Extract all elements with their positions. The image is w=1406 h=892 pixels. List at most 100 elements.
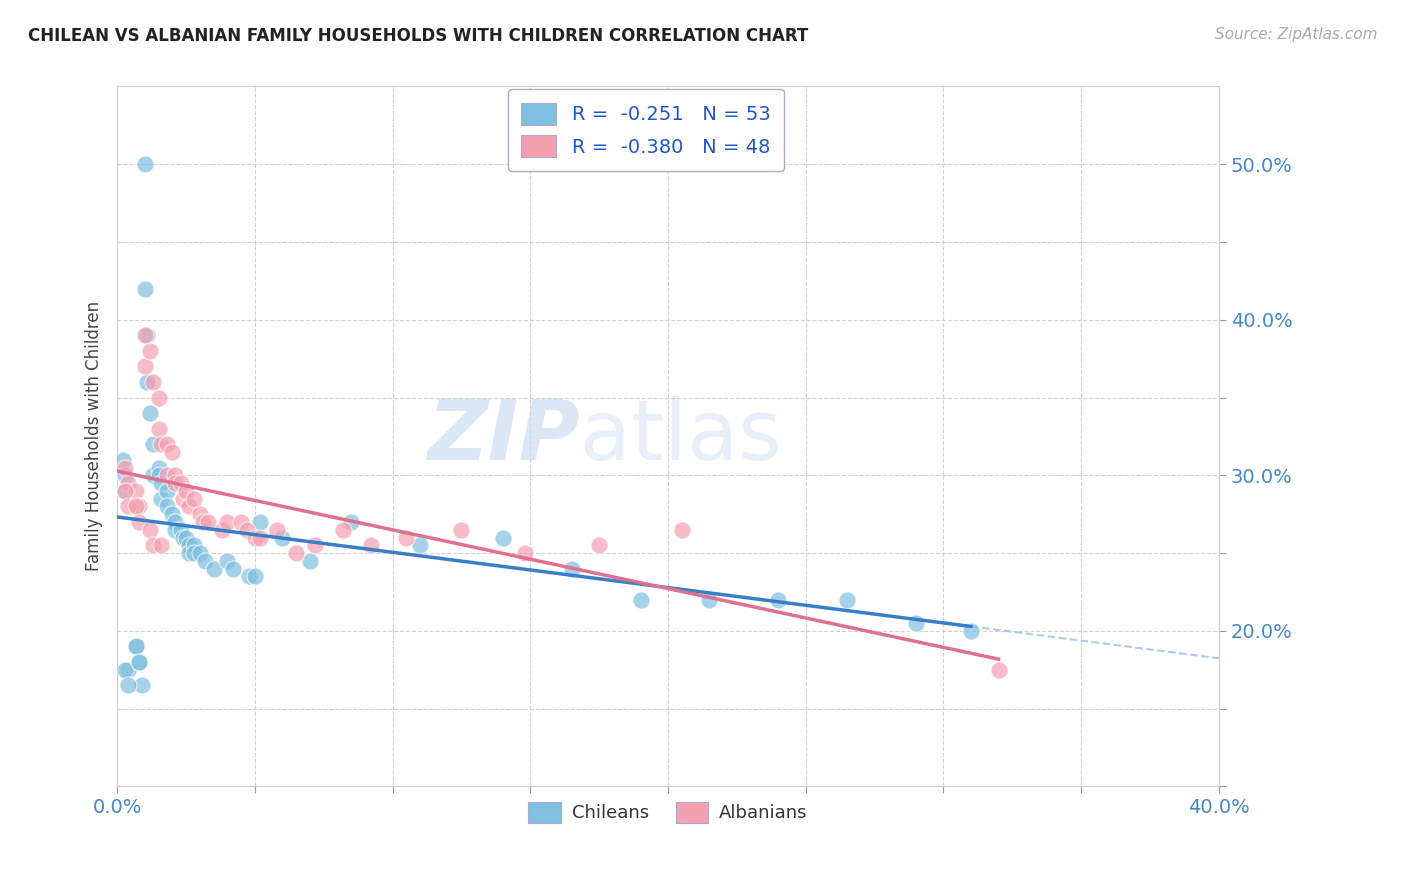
Point	[128, 515, 150, 529]
Point	[125, 640, 148, 654]
Point	[150, 476, 173, 491]
Point	[134, 157, 156, 171]
Point	[561, 562, 583, 576]
Point	[117, 476, 139, 491]
Point	[162, 445, 184, 459]
Point	[217, 554, 239, 568]
Point	[243, 531, 266, 545]
Point	[136, 375, 159, 389]
Point	[340, 515, 363, 529]
Point	[114, 483, 136, 498]
Point	[128, 655, 150, 669]
Point	[142, 375, 165, 389]
Point	[156, 483, 179, 498]
Text: atlas: atlas	[579, 396, 782, 477]
Point	[117, 678, 139, 692]
Point	[156, 437, 179, 451]
Point	[588, 538, 610, 552]
Point	[766, 592, 789, 607]
Point	[249, 531, 271, 545]
Point	[162, 507, 184, 521]
Point	[183, 546, 205, 560]
Point	[169, 523, 191, 537]
Text: ZIP: ZIP	[427, 396, 579, 477]
Point	[243, 569, 266, 583]
Point	[197, 515, 219, 529]
Point	[332, 523, 354, 537]
Point	[169, 476, 191, 491]
Point	[177, 500, 200, 514]
Point	[134, 328, 156, 343]
Point	[163, 515, 186, 529]
Point	[172, 491, 194, 506]
Point	[298, 554, 321, 568]
Point	[134, 359, 156, 374]
Point	[835, 592, 858, 607]
Point	[188, 546, 211, 560]
Point	[150, 538, 173, 552]
Point	[177, 546, 200, 560]
Point	[117, 663, 139, 677]
Point	[231, 515, 253, 529]
Point	[128, 655, 150, 669]
Point	[117, 500, 139, 514]
Point	[513, 546, 536, 560]
Point	[987, 663, 1010, 677]
Point	[163, 468, 186, 483]
Point	[125, 500, 148, 514]
Point	[492, 531, 515, 545]
Point	[136, 328, 159, 343]
Point	[174, 483, 197, 498]
Point	[150, 491, 173, 506]
Point	[114, 460, 136, 475]
Point	[148, 460, 170, 475]
Point	[671, 523, 693, 537]
Point	[156, 500, 179, 514]
Point	[134, 282, 156, 296]
Point	[111, 452, 134, 467]
Point	[395, 531, 418, 545]
Point	[125, 640, 148, 654]
Point	[114, 483, 136, 498]
Text: Source: ZipAtlas.com: Source: ZipAtlas.com	[1215, 27, 1378, 42]
Point	[142, 437, 165, 451]
Point	[183, 538, 205, 552]
Point	[235, 523, 257, 537]
Point	[139, 406, 162, 420]
Point	[163, 523, 186, 537]
Point	[148, 468, 170, 483]
Point	[163, 476, 186, 491]
Point	[266, 523, 288, 537]
Point	[217, 515, 239, 529]
Text: CHILEAN VS ALBANIAN FAMILY HOUSEHOLDS WITH CHILDREN CORRELATION CHART: CHILEAN VS ALBANIAN FAMILY HOUSEHOLDS WI…	[28, 27, 808, 45]
Point	[630, 592, 652, 607]
Point	[172, 531, 194, 545]
Point	[114, 468, 136, 483]
Point	[139, 523, 162, 537]
Point	[450, 523, 472, 537]
Point	[177, 538, 200, 552]
Point	[128, 500, 150, 514]
Legend: Chileans, Albanians: Chileans, Albanians	[517, 791, 818, 833]
Point	[188, 507, 211, 521]
Point	[304, 538, 326, 552]
Point	[131, 678, 153, 692]
Point	[191, 515, 214, 529]
Point	[148, 422, 170, 436]
Point	[238, 569, 260, 583]
Point	[114, 663, 136, 677]
Point	[139, 343, 162, 358]
Point	[222, 562, 245, 576]
Point	[409, 538, 432, 552]
Point	[150, 437, 173, 451]
Point	[202, 562, 225, 576]
Point	[211, 523, 233, 537]
Point	[148, 391, 170, 405]
Point	[174, 531, 197, 545]
Point	[699, 592, 721, 607]
Point	[285, 546, 308, 560]
Point	[156, 468, 179, 483]
Point	[360, 538, 382, 552]
Point	[194, 554, 217, 568]
Point	[249, 515, 271, 529]
